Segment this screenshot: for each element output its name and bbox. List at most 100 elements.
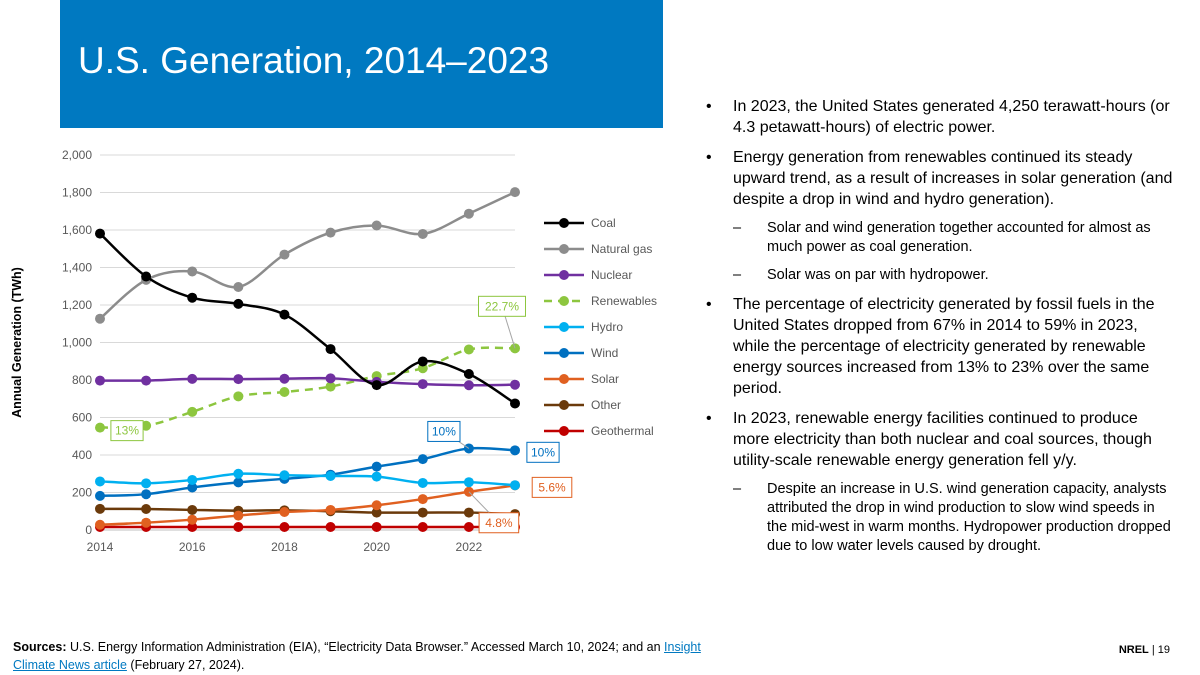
callout-box: [427, 420, 461, 442]
data-point: [233, 468, 244, 479]
data-point: [371, 380, 382, 391]
data-point: [95, 228, 105, 239]
data-point: [141, 504, 152, 514]
data-point: [371, 471, 382, 482]
sub-bullet-text: Despite an increase in U.S. wind generat…: [767, 481, 1171, 554]
data-point: [371, 461, 382, 472]
data-point: [95, 490, 105, 501]
bullet-text: Energy generation from renewables contin…: [733, 149, 1173, 208]
legend-swatch-marker: [559, 400, 569, 410]
data-point: [371, 220, 382, 231]
data-point: [187, 514, 198, 525]
legend-swatch-marker: [559, 322, 569, 332]
series-line-hydro: [99, 472, 516, 487]
data-point: [417, 477, 428, 488]
callout-box: [526, 441, 560, 463]
data-point: [417, 454, 428, 465]
legend-label: Coal: [591, 216, 616, 230]
data-point: [371, 522, 382, 532]
legend-label: Wind: [591, 346, 618, 360]
series-line-wind: [99, 446, 516, 498]
callout-label: 13%: [115, 424, 139, 438]
callout-label: 5.6%: [538, 480, 566, 494]
data-point: [187, 504, 198, 515]
slide-footer: NREL | 19: [1119, 644, 1170, 656]
series-line-solar: [99, 484, 516, 526]
bullet-marker: •: [706, 98, 712, 115]
data-point: [325, 381, 336, 392]
series-line-nuclear: [99, 376, 516, 387]
data-point: [463, 208, 474, 219]
footer-separator: |: [1151, 644, 1155, 656]
y-tick-label: 0: [85, 523, 92, 537]
y-tick-label: 1,600: [62, 223, 92, 237]
sources-text: U.S. Energy Information Administration (…: [69, 640, 661, 654]
sub-bullet-marker: –: [733, 220, 742, 236]
sub-bullet-text: Solar and wind generation together accou…: [767, 220, 1151, 255]
data-point: [233, 298, 244, 309]
data-point: [187, 474, 198, 485]
sub-bullet-item: – Solar was on par with hydropower.: [706, 266, 1176, 285]
data-point: [95, 519, 105, 530]
callout-box: [531, 476, 573, 498]
data-point: [233, 391, 244, 402]
footer-org: NREL: [1118, 644, 1149, 656]
sources-text-end: (February 27, 2024).: [130, 658, 245, 672]
callout-label: 4.8%: [485, 516, 513, 530]
data-point: [95, 422, 105, 433]
data-point: [279, 470, 290, 481]
data-point: [371, 507, 382, 518]
data-point: [463, 477, 474, 488]
data-point: [233, 522, 244, 532]
y-tick-label: 200: [72, 486, 92, 500]
data-point: [325, 504, 336, 515]
data-point: [325, 471, 336, 481]
y-tick-label: 400: [72, 448, 92, 462]
series-line-coal: [99, 232, 516, 405]
data-point: [279, 373, 290, 384]
data-point: [325, 344, 336, 355]
bullet-text: The percentage of electricity generated …: [733, 296, 1155, 397]
insight-climate-news-link[interactable]: Insight Climate News article: [13, 640, 701, 672]
legend-label: Geothermal: [591, 424, 654, 438]
y-tick-label: 800: [72, 373, 92, 387]
bullet-item: • The percentage of electricity generated…: [706, 294, 1176, 399]
bullet-item: • In 2023, renewable energy facilities co…: [706, 408, 1176, 471]
legend-swatch-marker: [559, 374, 569, 384]
data-point: [510, 445, 520, 456]
data-point: [141, 420, 152, 431]
data-point: [187, 266, 198, 277]
sources-note: Sources: U.S. Energy Information Adminis…: [13, 638, 713, 674]
data-point: [187, 292, 198, 303]
title-bar: [60, 0, 663, 128]
data-point: [233, 510, 244, 521]
y-tick-label: 1,400: [62, 261, 92, 275]
data-point: [141, 271, 152, 282]
bullet-marker: •: [706, 149, 712, 166]
data-point: [417, 379, 428, 390]
y-tick-label: 600: [72, 411, 92, 425]
data-point: [279, 387, 290, 397]
series-line-natural-gas: [99, 190, 516, 320]
legend-swatch-marker: [559, 244, 569, 254]
data-point: [187, 373, 198, 384]
data-point: [510, 187, 520, 198]
data-point: [417, 494, 428, 505]
data-point: [233, 282, 244, 292]
data-point: [510, 480, 520, 491]
data-point: [463, 344, 474, 355]
legend-label: Other: [591, 398, 621, 412]
y-tick-label: 1,800: [62, 186, 92, 200]
legend-swatch-marker: [559, 348, 569, 358]
legend-swatch-marker: [559, 218, 569, 228]
data-point: [141, 517, 152, 528]
data-point: [279, 249, 290, 260]
bullet-marker: •: [706, 410, 712, 427]
legend-label: Natural gas: [591, 242, 652, 256]
callout-label: 10%: [531, 445, 555, 459]
bullet-text: In 2023, renewable energy facilities con…: [733, 410, 1152, 469]
data-point: [187, 522, 198, 532]
bullet-list: • In 2023, the United States generated 4,…: [706, 96, 1176, 565]
sources-label: Sources:: [13, 640, 67, 654]
data-point: [417, 522, 428, 532]
